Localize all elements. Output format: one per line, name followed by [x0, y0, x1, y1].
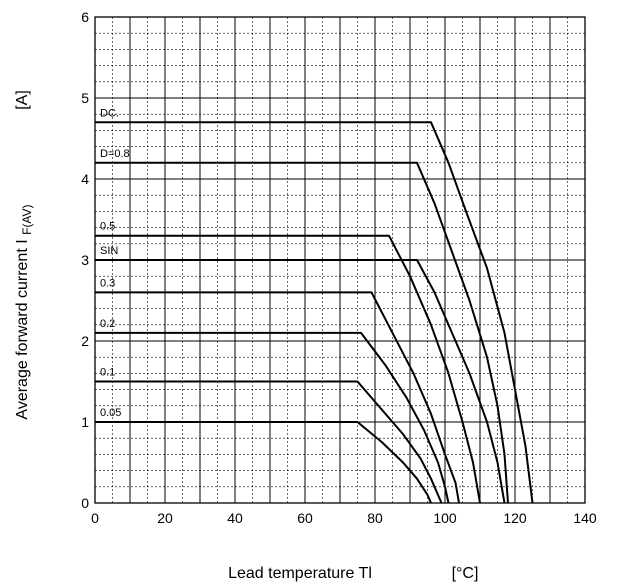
series-label: 0.2	[100, 318, 115, 330]
x-tick-label: 80	[367, 510, 383, 526]
series-line	[95, 121, 534, 504]
series-label: SIN	[100, 245, 118, 257]
series-label: 0.1	[100, 367, 115, 379]
series-curves	[95, 121, 534, 504]
series-line	[95, 331, 450, 504]
x-tick-label: 0	[91, 510, 99, 526]
series-line	[95, 291, 460, 504]
series-line	[95, 259, 506, 504]
y-axis-label-main: Average forward current I	[14, 239, 31, 419]
series-labels: DC. D=0.8 0.5 SIN 0.3 0.2 0.1 0.05	[100, 107, 130, 419]
series-line	[95, 161, 509, 504]
y-axis-label-subscript: F(AV)	[20, 204, 34, 234]
y-tick-label: 3	[81, 252, 89, 268]
x-tick-labels: 0 20 40 60 80 100 120 140	[91, 510, 597, 526]
x-axis-unit: [°C]	[452, 565, 479, 582]
series-line	[95, 234, 481, 504]
series-label: 0.5	[100, 221, 115, 233]
series-label: DC.	[100, 107, 119, 119]
y-tick-label: 1	[81, 414, 89, 430]
series-label: D=0.8	[100, 148, 130, 160]
y-tick-label: 4	[81, 171, 89, 187]
series-line	[95, 421, 432, 504]
y-tick-label: 0	[81, 495, 89, 511]
x-tick-label: 40	[227, 510, 243, 526]
x-tick-label: 100	[433, 510, 457, 526]
y-tick-labels: 0 1 2 3 4 5 6	[81, 9, 89, 511]
x-tick-label: 140	[573, 510, 597, 526]
y-tick-label: 6	[81, 9, 89, 25]
y-tick-label: 2	[81, 333, 89, 349]
series-label: 0.3	[100, 277, 115, 289]
plot-frame	[94, 16, 586, 504]
y-axis-unit: [A]	[14, 90, 31, 110]
y-axis-label: Average forward current I F(AV)	[14, 204, 34, 419]
x-axis-label: Lead temperature Tl	[228, 565, 372, 582]
series-line	[95, 380, 443, 504]
x-tick-label: 60	[297, 510, 313, 526]
series-label: 0.05	[100, 407, 121, 419]
x-tick-label: 120	[503, 510, 527, 526]
x-tick-label: 20	[157, 510, 173, 526]
y-tick-label: 5	[81, 90, 89, 106]
